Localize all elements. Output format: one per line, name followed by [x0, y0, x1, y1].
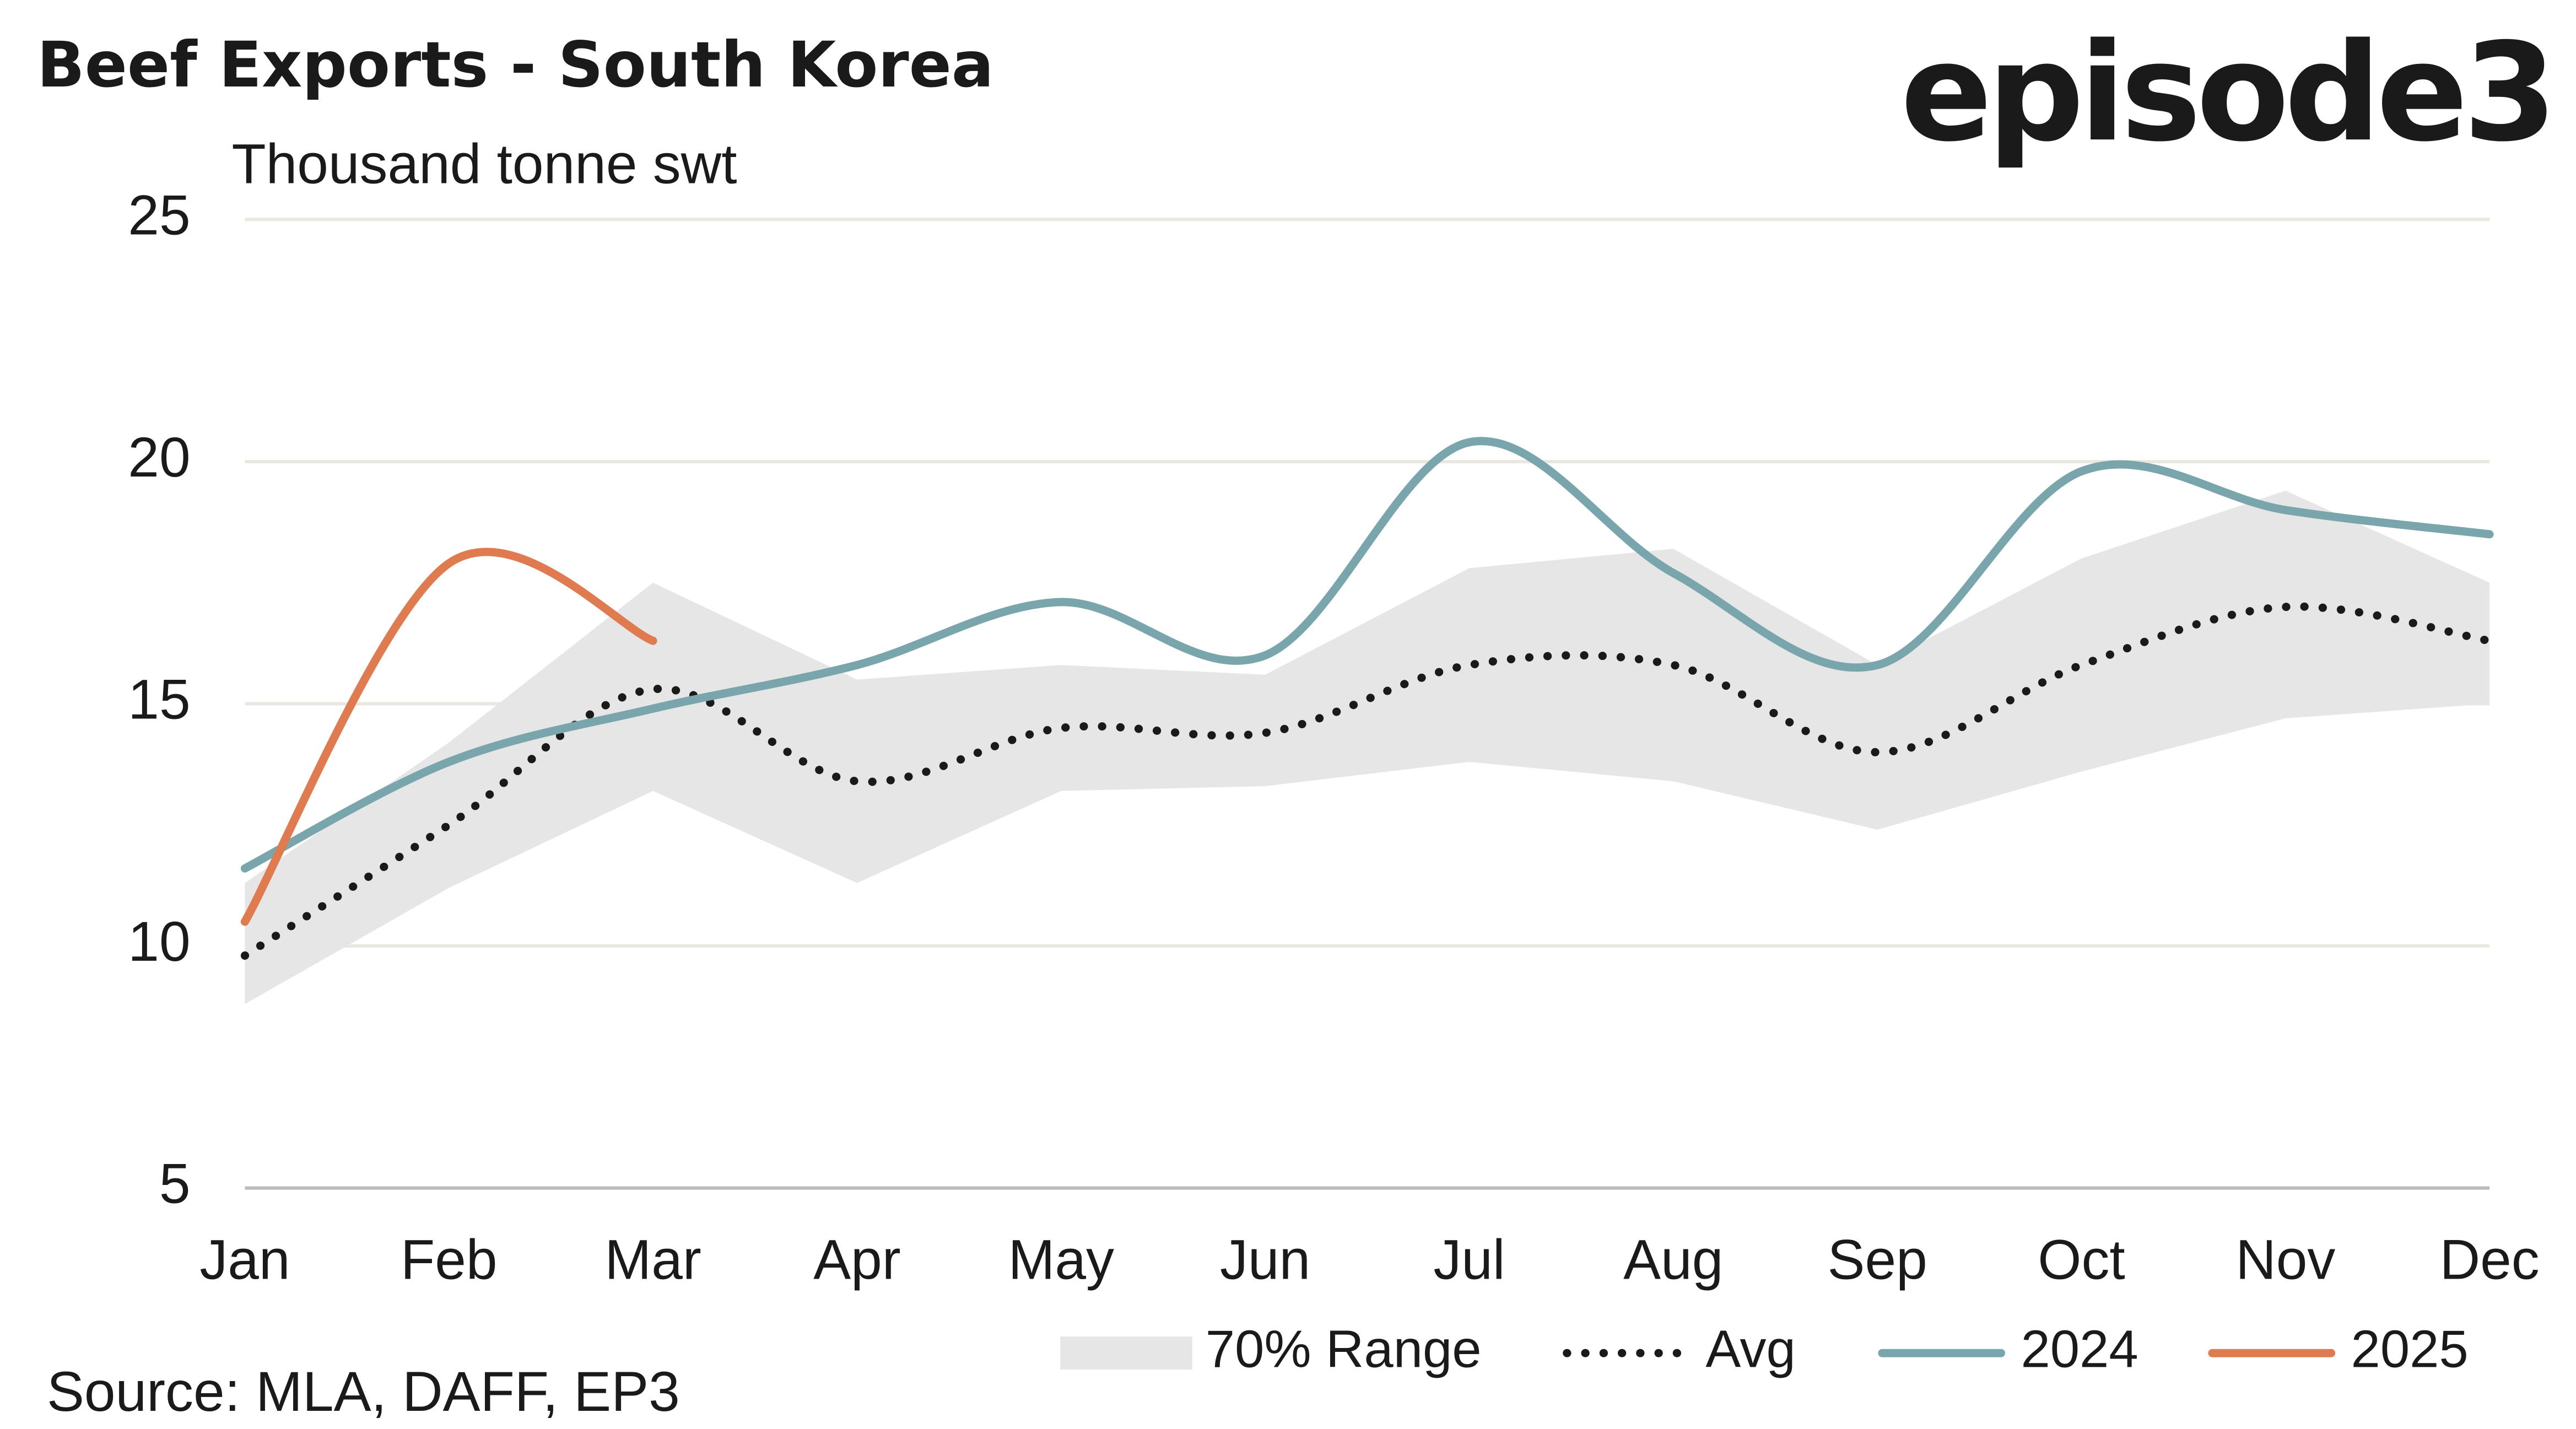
x-tick-label: Feb [401, 1228, 497, 1291]
chart-title: Beef Exports - South Korea [37, 28, 994, 101]
x-tick-label: Apr [813, 1228, 900, 1291]
x-tick-label: Jan [199, 1228, 290, 1291]
x-tick-label: Oct [2038, 1228, 2125, 1291]
series-line [240, 602, 2494, 960]
x-tick-label: Dec [2440, 1228, 2540, 1291]
legend-label: Avg [1705, 1320, 1795, 1379]
source: Source: MLA, DAFF, EP3 [47, 1360, 680, 1423]
legend-swatch [1060, 1336, 1192, 1370]
y-tick-label: 15 [128, 668, 190, 730]
y-tick-label: 5 [159, 1152, 191, 1215]
legend-label: 70% Range [1206, 1320, 1482, 1379]
series-line [240, 437, 2494, 873]
x-tick-label: May [1008, 1228, 1114, 1291]
axis-unit: Thousand tonne swt [231, 132, 737, 195]
x-tick-label: Sep [1828, 1228, 1927, 1291]
legend-label: 2025 [2351, 1320, 2469, 1379]
x-tick-label: Mar [604, 1228, 701, 1291]
x-tick-label: Jun [1220, 1228, 1310, 1291]
x-tick-label: Aug [1623, 1228, 1723, 1291]
y-tick-label: 25 [128, 183, 190, 246]
y-tick-label: 10 [128, 910, 190, 973]
range-band [245, 490, 2490, 1004]
x-tick-label: Jul [1433, 1228, 1505, 1291]
y-tick-label: 20 [128, 426, 190, 489]
series-line [240, 548, 657, 926]
legend-label: 2024 [2021, 1320, 2138, 1379]
logo: episode3 [1900, 14, 2552, 171]
x-tick-label: Nov [2235, 1228, 2335, 1291]
